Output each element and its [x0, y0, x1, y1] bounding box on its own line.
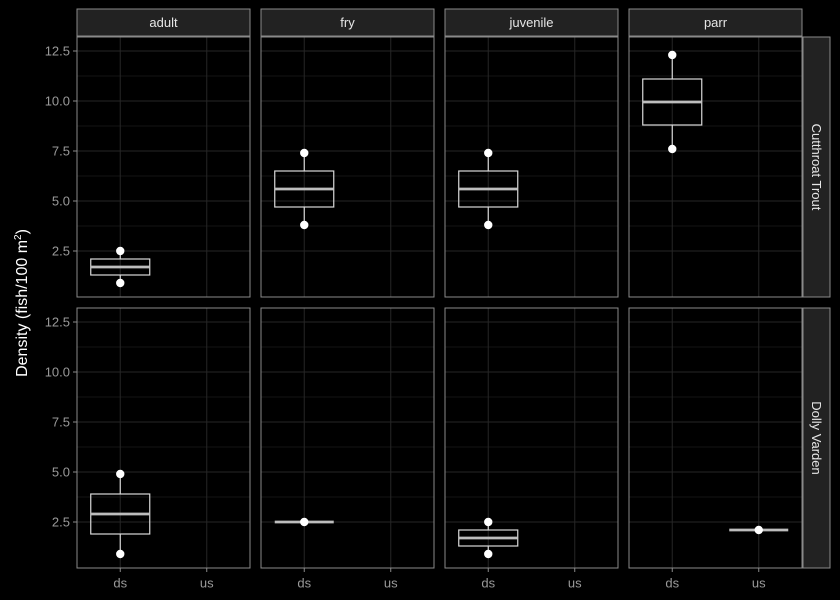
panel-background	[77, 308, 250, 568]
box-ds	[458, 517, 519, 559]
row-strip-cutthroat-trout: Cutthroat Trout	[802, 36, 831, 298]
outlier-point	[668, 144, 677, 154]
col-strip-fry: fry	[260, 8, 435, 37]
y-tick-label: 10.0	[45, 365, 70, 380]
y-tick-label: 7.5	[52, 144, 70, 159]
col-strip-label: fry	[340, 15, 355, 30]
facet-strips: Cutthroat Trout Dolly Varden adult fry juven…	[76, 8, 831, 569]
panel-cutthroat-trout-juvenile	[444, 36, 619, 298]
outlier-point	[484, 517, 493, 527]
row-strip-background	[802, 307, 831, 569]
outlier-point	[116, 278, 125, 288]
panel-dolly-varden-fry	[260, 307, 435, 569]
row-strip-label: Cutthroat Trout	[809, 124, 824, 211]
x-tick-label: us	[384, 576, 398, 591]
col-strip-background	[628, 8, 803, 37]
x-tick-label: ds	[665, 576, 679, 591]
box-ds	[274, 148, 335, 230]
outlier-point	[668, 50, 677, 60]
x-tick-label: ds	[481, 576, 495, 591]
col-strip-parr: parr	[628, 8, 803, 37]
panel-background	[445, 37, 618, 297]
panel-border	[444, 307, 619, 569]
panel-cutthroat-trout-fry	[260, 36, 435, 298]
y-axis-title-superscript: 2	[13, 234, 24, 240]
box-ds	[90, 469, 151, 559]
panel-border	[260, 36, 435, 298]
y-tick-label: 2.5	[52, 515, 70, 530]
panel-border	[628, 307, 803, 569]
panel-border	[76, 36, 251, 298]
panel-background	[445, 308, 618, 568]
col-strip-background	[76, 8, 251, 37]
panel-dolly-varden-adult	[76, 307, 251, 569]
outlier-point	[300, 220, 309, 230]
row-strip-background	[802, 36, 831, 298]
y-tick-label: 5.0	[52, 194, 70, 209]
row-strip-label: Dolly Varden	[809, 401, 824, 474]
box-us	[729, 525, 789, 535]
y-tick-label: 12.5	[45, 315, 70, 330]
outlier-point	[300, 517, 309, 527]
y-tick-label: 10.0	[45, 94, 70, 109]
col-strip-juvenile: juvenile	[444, 8, 619, 37]
panel-border	[444, 36, 619, 298]
panel-dolly-varden-parr	[628, 307, 803, 569]
col-strip-adult: adult	[76, 8, 251, 37]
col-strip-label: parr	[704, 15, 728, 30]
x-tick-label: us	[200, 576, 214, 591]
col-strip-background	[260, 8, 435, 37]
panel-cutthroat-trout-adult	[76, 36, 251, 298]
col-strip-background	[444, 8, 619, 37]
panel-border	[628, 36, 803, 298]
box-ds	[642, 50, 703, 154]
panel-background	[261, 308, 434, 568]
panel-background	[261, 37, 434, 297]
outlier-point	[116, 549, 125, 559]
box-ds	[458, 148, 519, 230]
y-axis-title-close: )	[14, 229, 31, 234]
facet-panels	[76, 36, 803, 569]
outlier-point	[484, 148, 493, 158]
panel-cutthroat-trout-parr	[628, 36, 803, 298]
y-tick-label: 7.5	[52, 415, 70, 430]
x-tick-label: us	[752, 576, 766, 591]
y-tick-label: 2.5	[52, 244, 70, 259]
panel-border	[76, 307, 251, 569]
panel-background	[77, 37, 250, 297]
outlier-point	[484, 220, 493, 230]
axes: 2.5 5.0 7.5 10.0 12.5 2.5 5.0 7.5 10.0 12.5 ds us ds…	[45, 44, 766, 591]
x-tick-label: us	[568, 576, 582, 591]
outlier-point	[484, 549, 493, 559]
y-axis-title-main: Density (fish/100 m	[14, 240, 31, 377]
y-axis-title: Density (fish/100 m2)	[13, 229, 31, 377]
col-strip-label: adult	[149, 15, 178, 30]
col-strip-label: juvenile	[508, 15, 553, 30]
x-tick-label: ds	[297, 576, 311, 591]
x-tick-label: ds	[113, 576, 127, 591]
box-ds	[90, 246, 151, 288]
y-tick-label: 5.0	[52, 465, 70, 480]
outlier-point	[754, 525, 763, 535]
panel-background	[629, 37, 802, 297]
panel-background	[629, 308, 802, 568]
outlier-point	[116, 246, 125, 256]
row-strip-dolly-varden: Dolly Varden	[802, 307, 831, 569]
panel-border	[260, 307, 435, 569]
panel-dolly-varden-juvenile	[444, 307, 619, 569]
y-tick-label: 12.5	[45, 44, 70, 59]
box-ds	[274, 517, 334, 527]
outlier-point	[300, 148, 309, 158]
outlier-point	[116, 469, 125, 479]
